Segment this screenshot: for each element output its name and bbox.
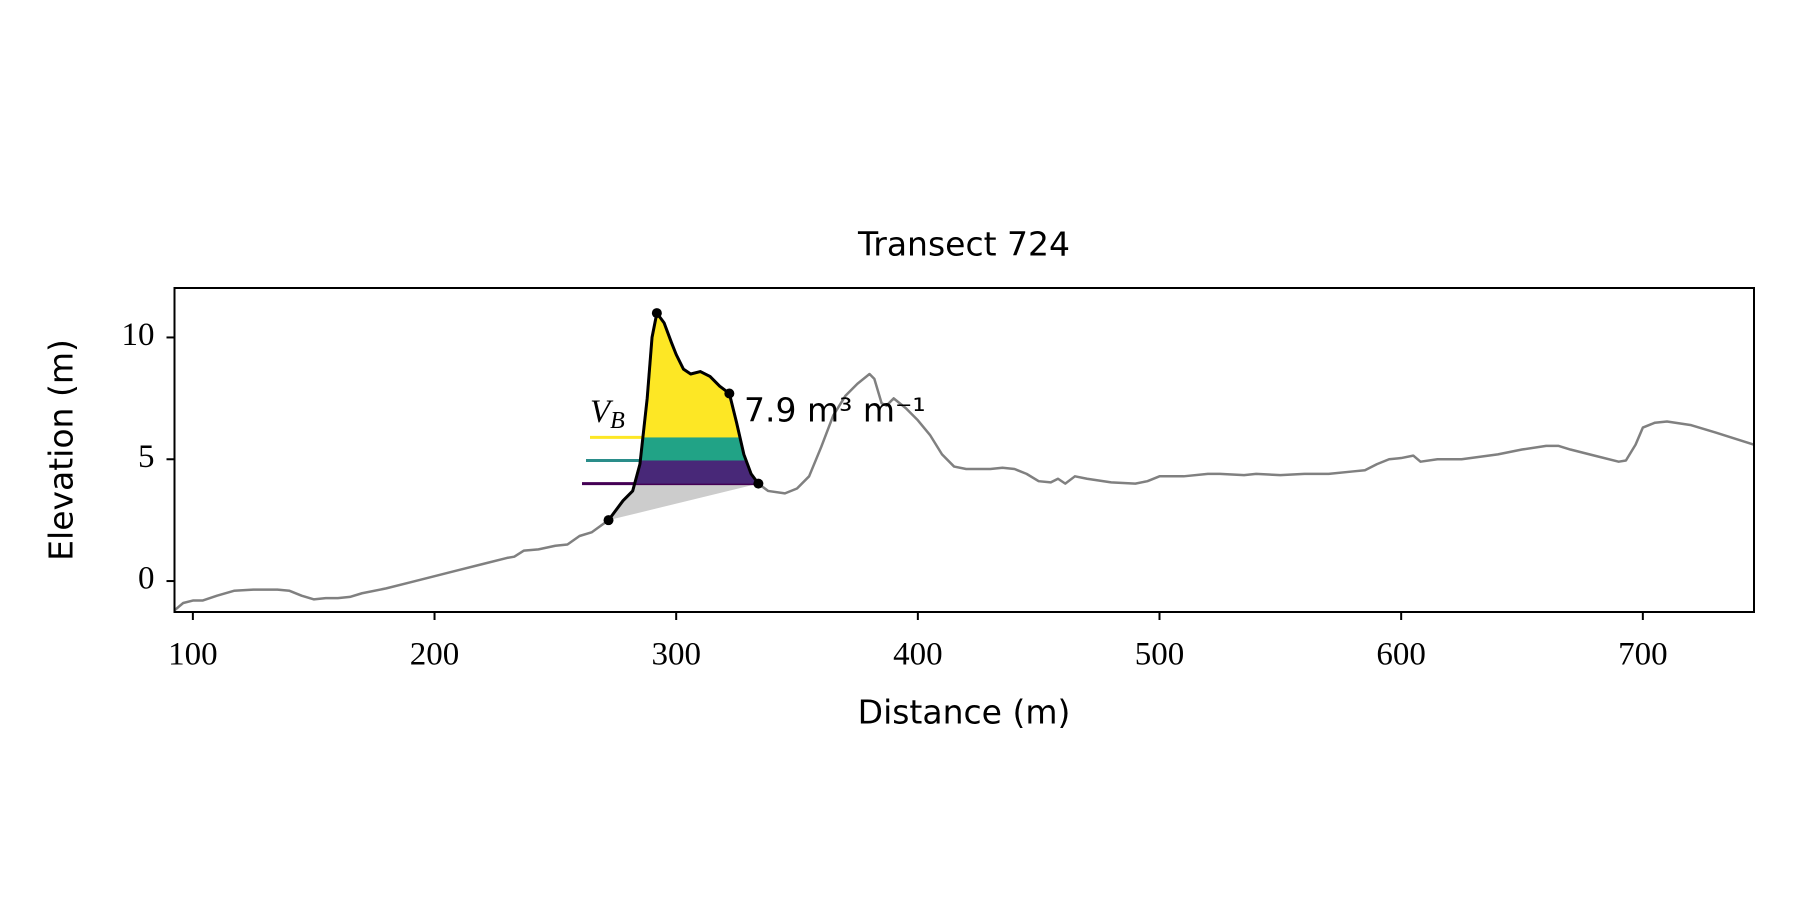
x-tick-label: 400 bbox=[893, 637, 943, 673]
y-tick-label: 5 bbox=[138, 439, 155, 475]
volume-label: 7.9 m³ m⁻¹ bbox=[744, 391, 926, 430]
y-tick-label: 0 bbox=[138, 561, 155, 597]
dune-point bbox=[724, 388, 735, 399]
x-tick-label: 300 bbox=[651, 637, 701, 673]
dune-point bbox=[603, 515, 614, 526]
band bbox=[608, 313, 759, 438]
x-axis-label: Distance (m) bbox=[858, 693, 1071, 732]
dune-point bbox=[753, 478, 764, 489]
y-axis-label: Elevation (m) bbox=[42, 339, 81, 561]
band bbox=[608, 460, 759, 484]
x-tick-label: 100 bbox=[168, 637, 218, 673]
x-tick-label: 500 bbox=[1135, 637, 1185, 673]
axes-frame bbox=[173, 287, 1755, 613]
annotation-subscript: B bbox=[610, 408, 625, 434]
chart-title: Transect 724 bbox=[857, 225, 1070, 264]
dune-line bbox=[607, 311, 760, 522]
annotation: VB bbox=[590, 394, 625, 434]
band bbox=[608, 437, 759, 461]
x-tick-label: 600 bbox=[1376, 637, 1426, 673]
x-tick-label: 700 bbox=[1618, 637, 1668, 673]
profile-line bbox=[173, 311, 1755, 612]
annotation-text: V bbox=[590, 394, 614, 430]
y-tick-label: 10 bbox=[122, 317, 155, 353]
x-tick-label: 200 bbox=[410, 637, 460, 673]
dune-point bbox=[651, 308, 662, 319]
